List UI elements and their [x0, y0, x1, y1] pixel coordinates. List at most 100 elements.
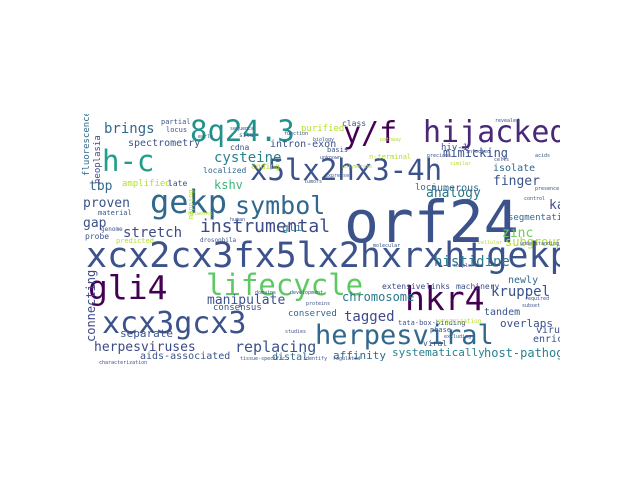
cloud-word: presence [535, 186, 560, 192]
cloud-word: organization [438, 318, 482, 325]
cloud-word: partial [161, 118, 191, 126]
cloud-word: subset [522, 303, 541, 309]
cloud-word: identify [303, 356, 328, 362]
cloud-word: brings [104, 121, 155, 137]
cloud-word: intron-exon [270, 139, 337, 150]
cloud-word: development [290, 290, 324, 296]
cloud-word: numerous [431, 183, 480, 194]
cloud-word: purified [301, 124, 345, 134]
cloud-word: distal [272, 352, 309, 363]
cloud-word: stretch [123, 225, 183, 241]
cloud-word: hijacked [423, 115, 560, 150]
cloud-word: machinery [456, 282, 500, 291]
cloud-word: human [230, 217, 246, 223]
cloud-word: xcx3gcx3 [102, 306, 247, 341]
cloud-word: phase [430, 326, 452, 334]
cloud-word: neoplasia [93, 135, 103, 184]
cloud-word: histidine [434, 254, 510, 270]
cloud-word: orf24 [344, 188, 519, 256]
cloud-word: symbol [235, 191, 326, 220]
cloud-word: biology [313, 137, 335, 143]
cloud-word: tbp [89, 179, 113, 194]
cloud-word: gli4 [88, 268, 168, 307]
cloud-word: localized [203, 166, 247, 175]
cloud-word: tata-box-binding [398, 319, 466, 327]
cloud-word: instrumental [200, 216, 331, 237]
cloud-word: characterization [99, 360, 148, 366]
cloud-word: finger [493, 174, 540, 189]
cloud-word: 8q24.3 [190, 114, 295, 148]
cloud-word: enriched [533, 334, 560, 345]
cloud-word: systematically [392, 346, 485, 359]
cloud-word: understanding [520, 241, 560, 247]
cloud-word: kruppel [491, 284, 551, 300]
cloud-word: replacing [235, 338, 317, 356]
cloud-word: studies [285, 329, 307, 335]
cloud-word: control [524, 196, 546, 202]
cloud-word: y/f [343, 116, 398, 151]
cloud-word: drosophila [200, 237, 237, 244]
cloud-word: networks [188, 211, 213, 217]
cloud-word: basis [327, 146, 349, 154]
cloud-word: kaposi [549, 198, 560, 213]
cloud-word: affinity [333, 349, 386, 362]
cloud-word: tumors [304, 179, 323, 185]
cloud-word: separate [120, 327, 173, 340]
cloud-word: manipulate [207, 293, 286, 308]
cloud-word: newly [508, 275, 539, 286]
cloud-word: gli [282, 221, 302, 234]
cloud-word: mimicking [443, 146, 509, 160]
cloud-word: links [426, 282, 451, 291]
cloud-word: hiv-1 [441, 143, 469, 153]
cloud-word: lifecycle [206, 268, 364, 302]
cloud-word: herpesviruses [94, 340, 196, 355]
cloud-word: gap [83, 216, 107, 231]
cloud-word: early [198, 134, 214, 140]
cloud-word: aids-associated [140, 351, 231, 362]
cloud-word: amplified [122, 179, 171, 189]
cloud-word: complex [453, 263, 475, 269]
cloud-word: precious [427, 153, 452, 159]
word-cloud: orf24 xcx2cx3fx5lx2hxrxhtgekp herpesvira… [80, 114, 560, 366]
cloud-word: locus [166, 126, 188, 134]
cloud-word: excluding [444, 334, 472, 340]
cloud-word: segmentation [508, 213, 560, 223]
cloud-word: polymerase [342, 164, 373, 170]
cloud-word: class [342, 119, 367, 128]
cloud-word: expressed [325, 173, 353, 179]
cloud-word: sequence [230, 126, 255, 132]
cloud-word: situ [239, 132, 254, 139]
cloud-word: required [525, 296, 550, 302]
cloud-word: viral [423, 339, 448, 348]
cloud-word: conserved [288, 309, 337, 319]
cloud-word: acids [535, 153, 551, 159]
cloud-word: xcx2cx3fx5lx2hxrxhtgekp [86, 236, 560, 276]
cloud-word: kshv [214, 178, 243, 192]
cloud-word: material [98, 209, 132, 217]
cloud-word: viruses [536, 325, 560, 336]
cloud-word: gekp [150, 183, 228, 221]
cloud-word: infected [466, 149, 491, 155]
cloud-word: proven [83, 196, 130, 211]
cloud-word: spectrometry [128, 138, 201, 149]
cloud-word: tandem [484, 307, 521, 318]
cloud-word: proteins [306, 301, 331, 307]
cloud-word: tissue-specific [240, 356, 286, 362]
cloud-word: unknown [320, 155, 342, 161]
cloud-word: loci [415, 183, 437, 193]
cloud-word: cellular [478, 240, 503, 246]
cloud-word: regulated [333, 356, 361, 362]
cloud-word: host-pathogen [484, 346, 560, 360]
cloud-word: function [284, 131, 309, 137]
cloud-word: pathway [380, 137, 402, 143]
cloud-word: herpesviral [315, 320, 494, 351]
cloud-word: revealed [495, 118, 520, 124]
cloud-word: n-terminal [369, 153, 412, 161]
cloud-word: domains [255, 290, 277, 296]
cloud-word: genome [101, 226, 123, 233]
cloud-word: chromosome [342, 290, 415, 304]
cloud-word: cdna [230, 143, 250, 152]
cloud-word: h-c [102, 144, 155, 178]
cloud-word: analogy [426, 186, 481, 201]
